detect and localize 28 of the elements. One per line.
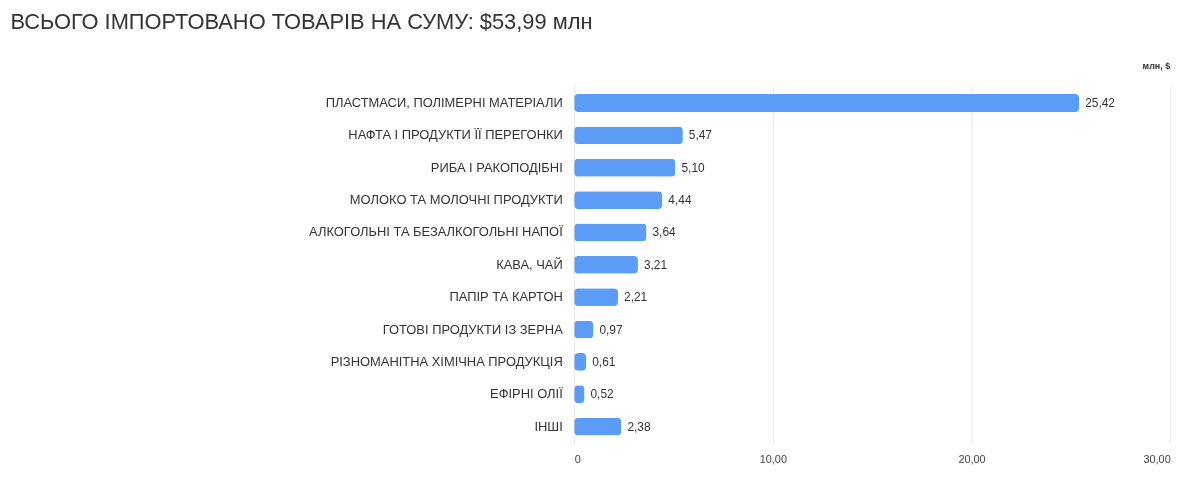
y-tick-label: МОЛОКО ТА МОЛОЧНІ ПРОДУКТИ: [349, 192, 563, 208]
data-label: 3,64: [652, 225, 676, 240]
x-axis-title: млн, $: [1142, 61, 1171, 72]
y-tick-label: РИБА І РАКОПОДІБНІ: [430, 159, 563, 175]
x-tick-label: 20,00: [958, 453, 986, 465]
y-tick-label: НАФТА І ПРОДУКТИ ЇЇ ПЕРЕГОНКИ: [348, 127, 563, 143]
data-label: 0,61: [592, 354, 616, 369]
data-label: 5,10: [681, 160, 706, 175]
data-label: 2,21: [624, 290, 648, 305]
data-label: 0,97: [599, 322, 623, 337]
data-label: 25,42: [1085, 95, 1116, 110]
y-tick-label: КАВА, ЧАЙ: [496, 256, 563, 272]
x-tick-label: 10,00: [759, 453, 787, 465]
data-label: 3,21: [643, 257, 668, 272]
y-tick-label: ПЛАСТМАСИ, ПОЛІМЕРНІ МАТЕРІАЛИ: [325, 94, 563, 110]
data-label: 4,44: [668, 193, 692, 208]
x-tick-label: 30,00: [1143, 453, 1171, 465]
x-tick-label: 0: [574, 453, 581, 465]
y-tick-label: ЕФІРНІ ОЛІЇ: [490, 386, 564, 402]
y-tick-label: РІЗНОМАНІТНА ХІМІЧНА ПРОДУКЦІЯ: [330, 353, 563, 369]
data-label: 2,38: [627, 419, 651, 434]
y-tick-label: ГОТОВІ ПРОДУКТИ ІЗ ЗЕРНА: [382, 321, 564, 337]
text: ВСЬОГО ІМПОРТОВАНО ТОВАРІВ НА СУМУ: $53,99 млн: [10, 9, 593, 35]
y-tick-label: ІНШІ: [534, 418, 563, 434]
y-tick-label: АЛКОГОЛЬНІ ТА БЕЗАЛКОГОЛЬНІ НАПОЇ: [309, 224, 564, 240]
data-label: 5,47: [688, 128, 713, 143]
y-tick-label: ПАПІР ТА КАРТОН: [449, 289, 563, 305]
data-label: 0,52: [590, 387, 615, 402]
